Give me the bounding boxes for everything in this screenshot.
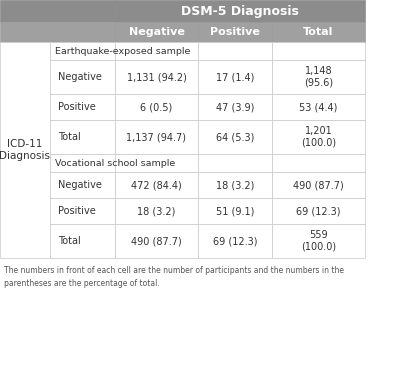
Bar [198, 172, 272, 198]
Bar [115, 172, 198, 198]
Bar [115, 60, 198, 94]
Text: 472 (84.4): 472 (84.4) [131, 180, 182, 190]
Bar [272, 224, 365, 258]
Text: Positive: Positive [210, 27, 260, 37]
Bar [50, 94, 115, 120]
Text: Negative: Negative [128, 27, 184, 37]
Bar [50, 120, 115, 154]
Text: Total: Total [58, 236, 81, 246]
Text: 47 (3.9): 47 (3.9) [216, 102, 254, 112]
Bar [0, 42, 50, 258]
Bar [115, 224, 198, 258]
Bar [50, 42, 115, 60]
Bar [115, 94, 198, 120]
Text: 69 (12.3): 69 (12.3) [296, 206, 341, 216]
Bar [272, 60, 365, 94]
Bar [115, 198, 198, 224]
Bar [198, 198, 272, 224]
Text: 69 (12.3): 69 (12.3) [213, 236, 257, 246]
Bar [272, 154, 365, 172]
Text: Total: Total [303, 27, 334, 37]
Text: 6 (0.5): 6 (0.5) [140, 102, 173, 112]
Text: DSM-5 Diagnosis: DSM-5 Diagnosis [181, 4, 299, 18]
Text: ICD-11
Diagnosis: ICD-11 Diagnosis [0, 139, 50, 161]
Bar [272, 172, 365, 198]
Bar [50, 22, 115, 42]
Bar [272, 42, 365, 60]
Bar [272, 120, 365, 154]
Bar [115, 120, 198, 154]
Bar [0, 22, 50, 42]
Bar [198, 42, 272, 60]
Text: 490 (87.7): 490 (87.7) [293, 180, 344, 190]
Text: Negative: Negative [58, 180, 102, 190]
Text: Positive: Positive [58, 102, 96, 112]
Text: 1,131 (94.2): 1,131 (94.2) [126, 72, 186, 82]
Bar [198, 94, 272, 120]
Text: 1,201
(100.0): 1,201 (100.0) [301, 126, 336, 148]
Bar [50, 224, 115, 258]
Bar [115, 0, 365, 22]
Bar [50, 60, 115, 94]
Bar [198, 154, 272, 172]
Text: 559
(100.0): 559 (100.0) [301, 230, 336, 252]
Bar [272, 22, 365, 42]
Text: Total: Total [58, 132, 81, 142]
Bar [115, 154, 198, 172]
Bar [0, 0, 115, 22]
Bar [198, 22, 272, 42]
Text: 18 (3.2): 18 (3.2) [216, 180, 254, 190]
Bar [198, 60, 272, 94]
Text: 53 (4.4): 53 (4.4) [299, 102, 338, 112]
Text: Negative: Negative [58, 72, 102, 82]
Text: 18 (3.2): 18 (3.2) [137, 206, 176, 216]
Text: 64 (5.3): 64 (5.3) [216, 132, 254, 142]
Text: 51 (9.1): 51 (9.1) [216, 206, 254, 216]
Text: Earthquake-exposed sample: Earthquake-exposed sample [55, 47, 190, 55]
Bar [115, 42, 198, 60]
Bar [50, 172, 115, 198]
Bar [198, 224, 272, 258]
Bar [198, 120, 272, 154]
Bar [115, 22, 198, 42]
Bar [272, 94, 365, 120]
Bar [50, 198, 115, 224]
Text: 17 (1.4): 17 (1.4) [216, 72, 254, 82]
Text: Positive: Positive [58, 206, 96, 216]
Bar [50, 154, 115, 172]
Text: 490 (87.7): 490 (87.7) [131, 236, 182, 246]
Text: The numbers in front of each cell are the number of participants and the numbers: The numbers in front of each cell are th… [4, 266, 344, 287]
Text: 1,137 (94.7): 1,137 (94.7) [126, 132, 186, 142]
Bar [272, 198, 365, 224]
Text: Vocational school sample: Vocational school sample [55, 159, 175, 167]
Text: 1,148
(95.6): 1,148 (95.6) [304, 66, 333, 88]
